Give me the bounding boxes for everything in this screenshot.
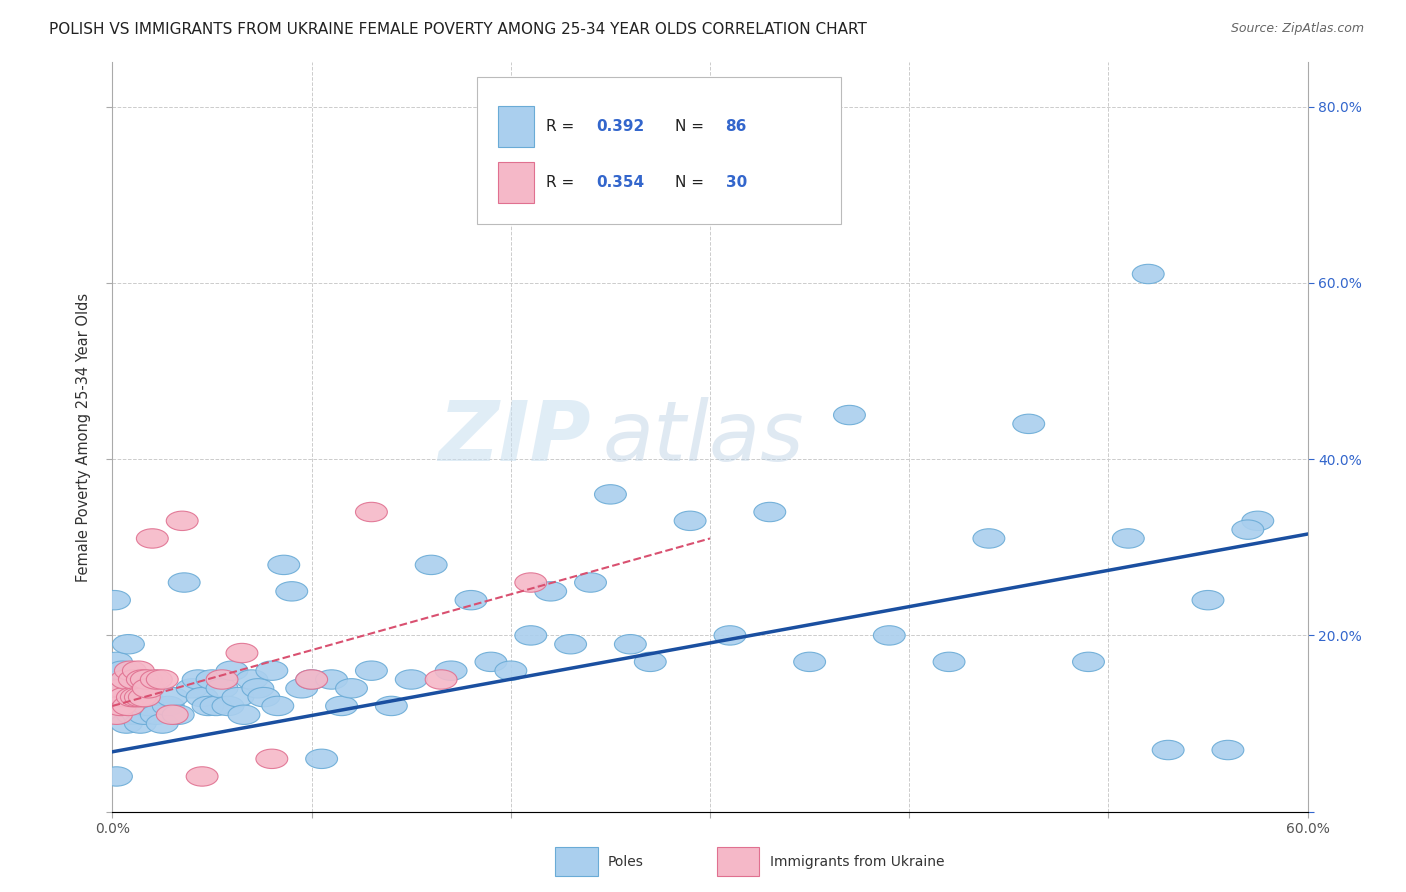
Text: 30: 30 [725, 175, 747, 190]
FancyBboxPatch shape [499, 161, 534, 202]
Text: R =: R = [547, 175, 579, 190]
Text: Immigrants from Ukraine: Immigrants from Ukraine [770, 855, 945, 869]
Text: atlas: atlas [603, 397, 804, 477]
Text: Poles: Poles [607, 855, 644, 869]
Y-axis label: Female Poverty Among 25-34 Year Olds: Female Poverty Among 25-34 Year Olds [76, 293, 91, 582]
Text: 0.354: 0.354 [596, 175, 644, 190]
FancyBboxPatch shape [499, 105, 534, 147]
Text: 86: 86 [725, 119, 747, 134]
Text: N =: N = [675, 175, 709, 190]
Text: Source: ZipAtlas.com: Source: ZipAtlas.com [1230, 22, 1364, 36]
Text: ZIP: ZIP [437, 397, 591, 477]
Text: 0.392: 0.392 [596, 119, 645, 134]
Text: R =: R = [547, 119, 579, 134]
Text: N =: N = [675, 119, 709, 134]
Text: POLISH VS IMMIGRANTS FROM UKRAINE FEMALE POVERTY AMONG 25-34 YEAR OLDS CORRELATI: POLISH VS IMMIGRANTS FROM UKRAINE FEMALE… [49, 22, 868, 37]
FancyBboxPatch shape [477, 78, 842, 224]
